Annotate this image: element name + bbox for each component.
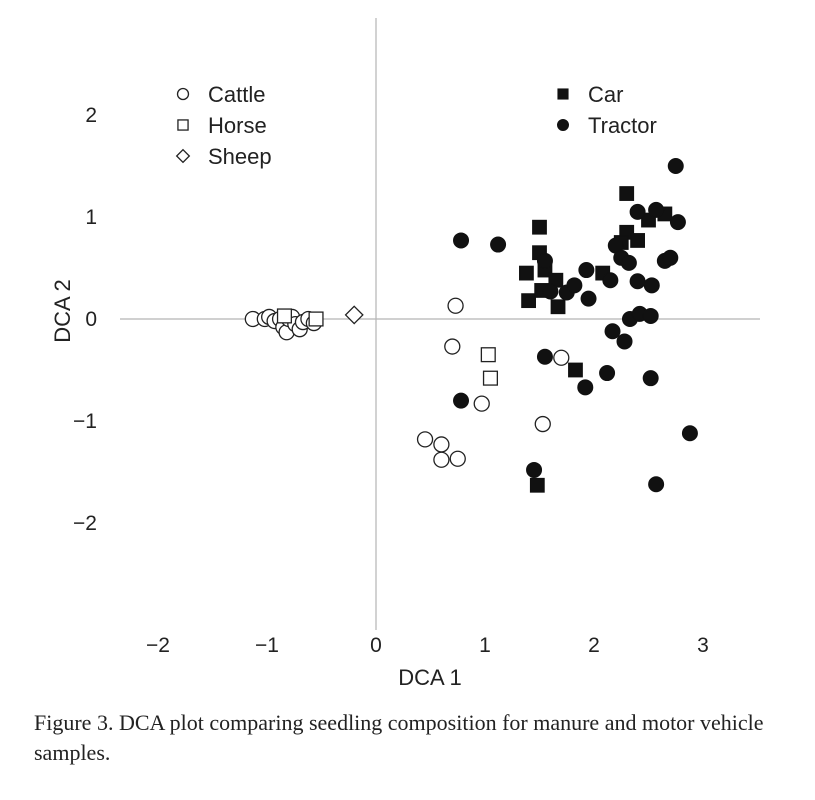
series-tractor (453, 158, 698, 493)
data-point-tractor (616, 333, 633, 350)
data-point-cattle (534, 415, 551, 433)
data-point-horse (276, 308, 292, 324)
data-point-tractor (667, 158, 684, 174)
series-car (519, 186, 673, 493)
tick-labels: −2 −1 0 1 2 3 −2 −1 0 1 2 (73, 104, 709, 657)
series-horse (276, 308, 498, 386)
data-point-cattle (553, 349, 570, 366)
data-point-car (519, 265, 534, 281)
dca-scatter-plot: −2 −1 0 1 2 3 −2 −1 0 1 2 Cattle Horse Sheep Car Tract… (50, 18, 760, 690)
data-point-tractor (662, 249, 679, 266)
data-point-car (529, 477, 545, 493)
series-sheep (344, 305, 364, 325)
legend-marker-sheep (175, 148, 191, 164)
data-point-cattle (433, 451, 450, 468)
data-point-tractor (599, 365, 616, 382)
data-point-tractor (629, 203, 646, 220)
data-point-tractor (453, 392, 470, 409)
data-point-tractor (620, 254, 637, 271)
data-point-cattle (449, 450, 466, 467)
data-point-tractor (642, 370, 659, 387)
data-point-tractor (629, 273, 646, 290)
data-point-tractor (536, 348, 553, 365)
x-axis-title: DCA 1 (398, 665, 462, 690)
legend-label-sheep: Sheep (208, 144, 272, 169)
data-point-tractor (642, 307, 659, 324)
data-point-tractor (566, 277, 583, 294)
axes-layer (120, 18, 760, 630)
data-point-tractor (580, 290, 597, 307)
x-tick-label: 0 (370, 634, 382, 657)
data-point-tractor (643, 277, 660, 294)
x-tick-label: −1 (255, 634, 279, 657)
data-point-cattle (433, 436, 450, 453)
data-point-car (532, 219, 547, 235)
y-tick-label: 1 (85, 206, 97, 229)
legend-marker-tractor (557, 119, 569, 131)
data-point-tractor (536, 252, 553, 269)
legend: Cattle Horse Sheep Car Tractor (175, 82, 657, 169)
data-point-tractor (453, 232, 470, 249)
data-point-tractor (526, 461, 543, 478)
data-point-cattle (444, 338, 461, 355)
data-point-cattle (473, 395, 490, 412)
data-points (244, 158, 698, 493)
data-point-cattle (416, 431, 434, 448)
data-point-tractor (490, 236, 507, 253)
legend-marker-car (557, 88, 569, 100)
data-point-horse (308, 311, 324, 327)
data-point-tractor (681, 425, 698, 442)
series-cattle (244, 297, 570, 468)
x-tick-label: 3 (697, 634, 709, 657)
data-point-cattle (447, 297, 464, 314)
data-point-tractor (578, 262, 595, 279)
legend-label-car: Car (588, 82, 623, 107)
data-point-car (630, 233, 646, 248)
legend-label-cattle: Cattle (208, 82, 265, 107)
x-tick-label: 1 (479, 634, 491, 657)
y-tick-label: 0 (85, 308, 97, 331)
y-tick-label: −1 (73, 410, 97, 433)
data-point-car (550, 299, 566, 315)
data-point-tractor (542, 283, 559, 300)
y-tick-label: −2 (73, 512, 97, 535)
y-tick-label: 2 (85, 104, 97, 127)
x-tick-label: 2 (588, 634, 600, 657)
legend-label-tractor: Tractor (588, 113, 657, 138)
data-point-tractor (648, 476, 665, 493)
y-axis-title: DCA 2 (50, 279, 75, 343)
data-point-tractor (577, 379, 594, 396)
data-point-horse (480, 347, 496, 363)
data-point-horse (482, 370, 498, 386)
legend-marker-horse (177, 119, 189, 131)
data-point-car (568, 362, 583, 378)
x-tick-label: −2 (146, 634, 170, 657)
data-point-car (521, 293, 537, 309)
data-point-tractor (669, 214, 686, 231)
legend-marker-cattle (176, 87, 190, 101)
data-point-tractor (604, 323, 621, 340)
data-point-sheep (344, 305, 364, 325)
data-point-tractor (648, 201, 665, 218)
data-point-tractor (602, 272, 619, 289)
figure-caption: Figure 3. DCA plot comparing seedling co… (34, 710, 764, 765)
legend-label-horse: Horse (208, 113, 267, 138)
data-point-car (619, 186, 635, 201)
